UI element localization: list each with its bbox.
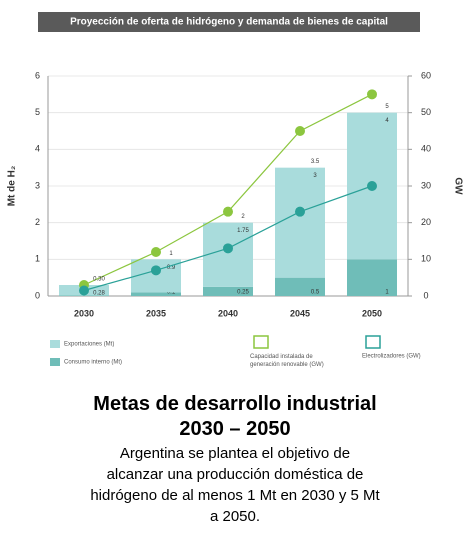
body-line: hidrógeno de al menos 1 Mt en 2030 y 5 M… — [90, 487, 380, 504]
chart-title: Proyección de oferta de hidrógeno y dema… — [70, 17, 388, 28]
total-label: 5 — [385, 104, 389, 110]
bar-segment — [203, 222, 253, 287]
body-line: Argentina se plantea el objetivo de — [119, 445, 351, 462]
value-label: 0.1 — [167, 290, 176, 296]
line-marker — [151, 247, 161, 257]
x-tick-label: 2030 — [74, 308, 94, 318]
bar-segment — [59, 295, 109, 296]
legend-label: Exportaciones (Mt) — [64, 342, 114, 348]
x-tick-label: 2040 — [218, 308, 238, 318]
value-label: 0.25 — [237, 290, 249, 296]
y2-tick-label: 60 — [421, 70, 431, 80]
heading-line: Metas de desarrollo industrial — [93, 393, 377, 415]
y-tick-label: 2 — [35, 217, 40, 227]
x-tick-label: 2050 — [362, 308, 382, 318]
line-marker — [295, 206, 305, 217]
legend-label: Consumo interno (Mt) — [64, 360, 122, 366]
y-tick-label: 6 — [35, 70, 40, 80]
y2-axis-label: GW — [452, 177, 463, 195]
total-label: 3.5 — [311, 159, 320, 165]
value-label: 0.9 — [167, 265, 176, 271]
line-marker — [223, 206, 233, 217]
y-tick-label: 3 — [35, 180, 40, 190]
line-marker — [151, 265, 161, 276]
y2-tick-label: 30 — [421, 180, 431, 190]
x-tick-label: 2045 — [290, 308, 310, 318]
bar-segment — [275, 277, 325, 296]
x-tick-label: 2035 — [146, 308, 166, 318]
line-marker — [295, 126, 305, 136]
title-bar — [38, 12, 420, 32]
y2-tick-label: 50 — [421, 107, 431, 117]
legend-label: Capacidad instalada de generación renovab… — [250, 354, 324, 368]
legend-swatch — [50, 358, 60, 366]
line-marker — [367, 89, 377, 100]
total-label: 0.30 — [93, 277, 105, 283]
total-label: 2 — [241, 214, 245, 220]
line-marker — [223, 243, 233, 254]
bar-segment — [131, 292, 181, 296]
legend-icon — [253, 335, 269, 349]
legend-icon — [365, 335, 381, 349]
y-axis-label: Mt de H₂ — [7, 166, 18, 207]
heading-line: 2030 – 2050 — [179, 418, 291, 440]
line-marker — [367, 181, 377, 191]
legend-label: Electrolizadores (GW) — [362, 354, 421, 360]
y-tick-label: 1 — [35, 254, 40, 264]
y2-tick-label: 0 — [423, 290, 428, 300]
text-block: Metas de desarrollo industrial 2030 – 205… — [0, 392, 470, 526]
value-label: 4 — [385, 118, 389, 124]
bar-segment — [347, 259, 397, 296]
value-label: 3 — [313, 173, 317, 179]
bar-segment — [203, 286, 253, 296]
bar-segment — [275, 167, 325, 278]
value-label: 1 — [385, 290, 389, 296]
legend-swatch — [50, 340, 60, 348]
value-label: 0.5 — [311, 290, 320, 296]
y-tick-label: 5 — [35, 107, 40, 117]
y2-tick-label: 40 — [421, 144, 431, 154]
chart: Proyección de oferta de hidrógeno y dema… — [7, 12, 463, 368]
value-label: 0.28 — [93, 291, 105, 297]
y-tick-label: 4 — [35, 144, 40, 154]
y2-tick-label: 10 — [421, 254, 431, 264]
body-line: alcanzar una producción doméstica de — [106, 466, 364, 483]
body-line: a 2050. — [209, 508, 261, 525]
line-marker — [79, 285, 89, 296]
y2-tick-label: 20 — [421, 217, 431, 227]
total-label: 1 — [169, 251, 173, 257]
y-tick-label: 0 — [35, 290, 40, 300]
value-label: 1.75 — [237, 228, 249, 234]
